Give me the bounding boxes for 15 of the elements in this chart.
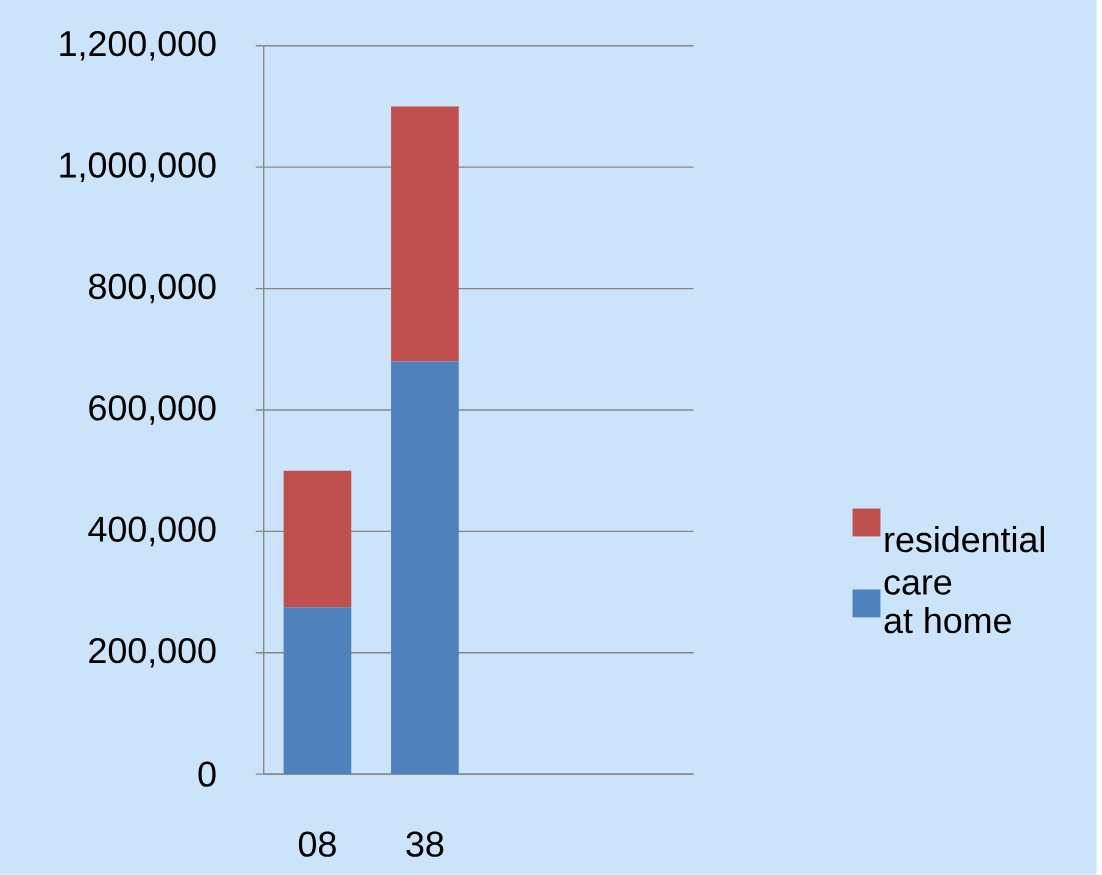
bar — [283, 470, 352, 608]
y-tick-label: 600,000 — [89, 395, 216, 425]
y-tick-label: 800,000 — [89, 273, 216, 304]
y-tick-label: 0 — [198, 761, 216, 788]
y-tick-label: 400,000 — [88, 516, 216, 547]
bar — [391, 106, 459, 362]
bar — [391, 361, 459, 775]
x-tick-label: 38 — [406, 831, 444, 858]
y-tick-label: 1,000,000 — [60, 152, 216, 183]
legend-label: residential care — [884, 526, 1044, 595]
legend-label: at home — [884, 607, 1011, 634]
y-tick-label: 200,000 — [89, 638, 216, 668]
y-tick-label: 1,200,000 — [60, 31, 216, 61]
bar — [283, 607, 352, 775]
x-tick-label: 08 — [298, 831, 336, 858]
